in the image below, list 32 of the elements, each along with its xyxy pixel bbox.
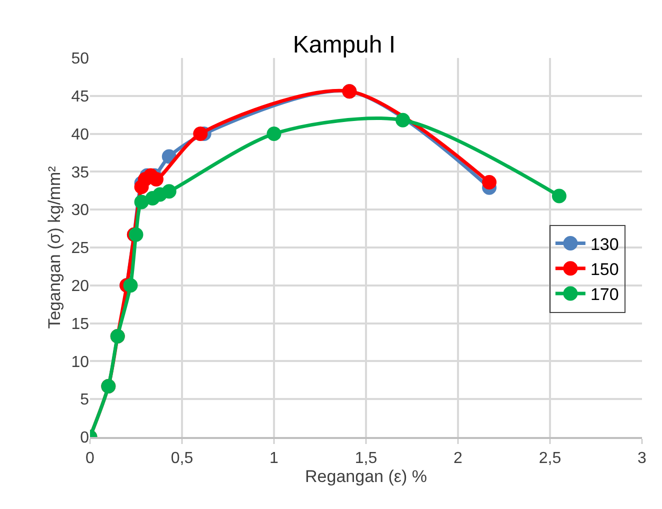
point [148, 172, 164, 187]
legend-label: 130 [590, 234, 619, 254]
chart-title: Kampuh I [292, 31, 396, 58]
x-axis-title: Regangan (ε) % [305, 466, 427, 486]
y-tick-label: 20 [71, 278, 90, 295]
point [193, 126, 208, 142]
x-tick-label: 3 [638, 450, 647, 467]
point [134, 194, 149, 210]
point [396, 112, 410, 128]
x-tick-label: 2 [454, 450, 463, 467]
y-tick-label: 30 [71, 202, 90, 220]
point [482, 175, 497, 190]
point [162, 184, 176, 199]
y-tick-label: 25 [71, 240, 90, 258]
legend-label: 170 [590, 285, 619, 304]
y-tick-label: 10 [71, 354, 90, 371]
y-tick-label: 0 [80, 430, 90, 447]
x-tick-label: 1,5 [354, 450, 378, 467]
y-tick-label: 40 [71, 126, 90, 144]
point [552, 188, 566, 204]
x-tick-label: 1 [270, 450, 279, 467]
y-tick-label: 15 [71, 316, 90, 333]
legend-label: 150 [590, 260, 619, 280]
point [123, 278, 138, 293]
point [266, 126, 282, 142]
y-tick-label: 5 [80, 392, 90, 409]
y-tick-label: 50 [71, 50, 90, 68]
x-tick-label: 0,5 [170, 450, 194, 467]
y-tick-label: 35 [71, 164, 90, 182]
y-axis-title: Tegangan (σ) kg/mm² [44, 166, 64, 329]
y-tick-label: 45 [71, 88, 90, 106]
x-tick-label: 2,5 [538, 450, 562, 467]
